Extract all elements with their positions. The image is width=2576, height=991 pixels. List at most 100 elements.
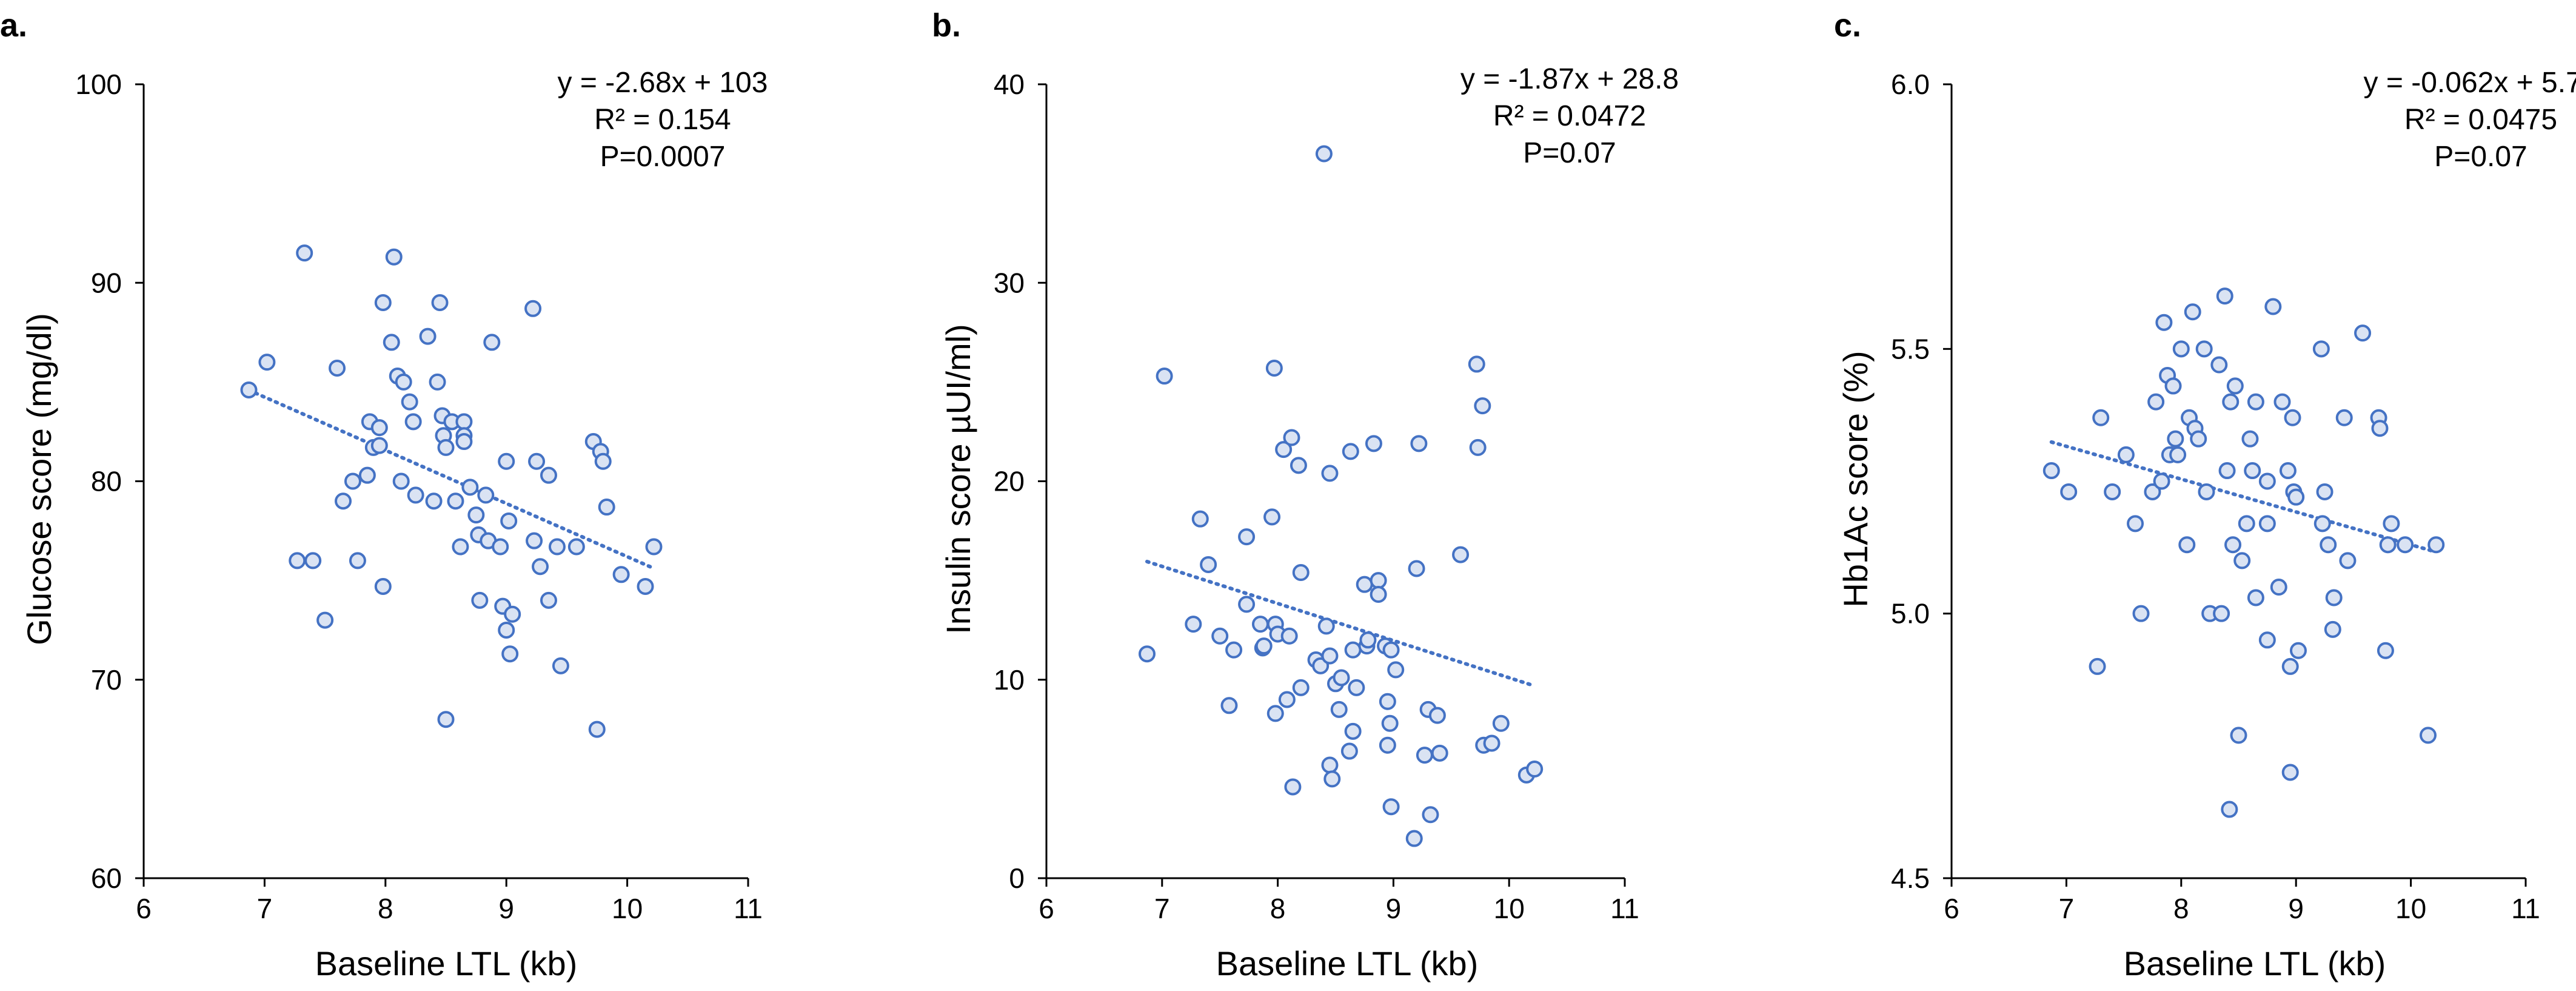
data-point-c xyxy=(2104,483,2121,500)
trendline-a xyxy=(247,388,656,571)
data-point-b xyxy=(1290,457,1307,474)
data-point-b xyxy=(1370,572,1387,590)
data-point-a xyxy=(455,413,473,431)
data-point-b xyxy=(1344,722,1362,740)
data-point-a xyxy=(548,538,566,556)
data-point-c xyxy=(2132,605,2150,622)
data-point-a xyxy=(374,577,392,595)
data-point-a xyxy=(431,294,449,311)
panel-label-a: a. xyxy=(0,7,27,44)
x-tick-label-b: 9 xyxy=(1386,893,1402,924)
data-point-a xyxy=(540,591,557,609)
data-point-a xyxy=(492,538,509,556)
annotation-a: y = -2.68x + 103 R² = 0.154 P=0.0007 xyxy=(558,67,768,173)
data-point-a xyxy=(452,538,469,556)
p-value-b: P=0.07 xyxy=(1523,137,1616,169)
data-point-b xyxy=(1342,443,1359,460)
data-point-a xyxy=(637,577,654,595)
x-tick-label-b: 7 xyxy=(1154,893,1170,924)
data-point-a xyxy=(540,466,557,484)
data-point-b xyxy=(1359,631,1377,649)
data-point-c xyxy=(2241,430,2259,448)
y-tick-label-b: 40 xyxy=(994,69,1025,100)
data-point-c xyxy=(2316,483,2333,500)
y-tick-label-c: 5.5 xyxy=(1891,333,1930,364)
data-point-a xyxy=(501,645,519,663)
y-tick-label-a: 90 xyxy=(91,267,122,298)
data-point-b xyxy=(1211,627,1229,645)
data-point-c xyxy=(2144,483,2161,500)
y-tick-label-c: 6.0 xyxy=(1891,69,1930,100)
data-point-b xyxy=(1333,669,1350,687)
data-point-c xyxy=(2226,377,2244,395)
equation-c: y = -0.062x + 5.75 xyxy=(2364,67,2576,99)
data-point-a xyxy=(552,657,569,674)
data-point-c xyxy=(2222,393,2240,411)
data-point-b xyxy=(1468,355,1485,373)
data-point-c xyxy=(2258,515,2276,532)
data-point-b xyxy=(1238,596,1256,613)
equation-b: y = -1.87x + 28.8 xyxy=(1460,63,1679,95)
data-point-a xyxy=(645,538,663,556)
data-point-b xyxy=(1379,693,1396,710)
y-tick-label-a: 80 xyxy=(91,466,122,497)
data-point-a xyxy=(504,605,521,623)
data-point-b xyxy=(1416,747,1433,764)
y-axis-title-c: Hb1Ac score (%) xyxy=(1836,351,1875,607)
data-point-b xyxy=(1340,742,1358,760)
data-point-c xyxy=(2247,393,2264,411)
data-point-a xyxy=(483,334,501,351)
x-axis-title-b: Baseline LTL (kb) xyxy=(1216,944,1479,983)
data-point-b xyxy=(1365,435,1382,452)
data-point-b xyxy=(1348,679,1365,696)
data-point-a xyxy=(289,552,306,569)
data-point-c xyxy=(2153,472,2170,490)
data-point-a xyxy=(455,433,473,451)
data-point-a xyxy=(374,294,392,311)
panel-b: b. Insulin score µUI/ml) Baseline LTL (k… xyxy=(932,7,1679,983)
data-point-a xyxy=(437,438,455,456)
panel-label-b: b. xyxy=(932,7,961,44)
data-point-a xyxy=(385,248,403,266)
annotation-b: y = -1.87x + 28.8 R² = 0.0472 P=0.07 xyxy=(1460,63,1679,169)
data-point-c xyxy=(2089,657,2106,675)
data-point-a xyxy=(588,721,606,738)
x-tick-label-b: 11 xyxy=(1610,893,1639,924)
data-point-c xyxy=(2184,303,2201,321)
data-point-c xyxy=(2397,536,2414,554)
data-point-b xyxy=(1382,641,1400,659)
data-point-b xyxy=(1280,627,1298,645)
y-tick-label-a: 70 xyxy=(91,664,122,696)
data-point-c xyxy=(2190,430,2207,448)
data-point-a xyxy=(467,506,485,524)
data-point-c xyxy=(2264,298,2282,315)
data-point-b xyxy=(1265,359,1283,377)
data-point-b xyxy=(1263,508,1281,526)
data-point-b xyxy=(1379,736,1396,754)
data-point-c xyxy=(2281,764,2299,781)
data-point-a xyxy=(498,621,515,639)
trendline-b xyxy=(1145,559,1537,688)
data-point-b xyxy=(1278,691,1296,708)
data-point-a xyxy=(404,413,422,431)
data-point-c xyxy=(2233,552,2251,569)
data-point-b xyxy=(1255,637,1273,655)
data-point-a xyxy=(383,334,400,351)
data-point-c xyxy=(2281,657,2299,675)
data-point-a xyxy=(526,532,543,549)
y-axis-title-a: Glucose score (mg/dl) xyxy=(20,313,58,645)
data-point-b xyxy=(1469,438,1487,456)
data-point-b xyxy=(1238,528,1256,546)
data-point-b xyxy=(1292,679,1310,696)
panel-label-c: c. xyxy=(1834,7,1861,44)
data-point-c xyxy=(2218,462,2236,480)
data-point-b xyxy=(1321,465,1339,482)
data-point-c xyxy=(2287,488,2305,506)
data-point-a xyxy=(461,479,479,496)
data-point-c xyxy=(2383,515,2400,532)
data-point-c xyxy=(2247,589,2264,606)
data-point-a xyxy=(612,566,630,583)
data-point-b xyxy=(1321,647,1339,665)
data-point-c xyxy=(2273,393,2291,411)
data-point-c xyxy=(2216,287,2233,305)
